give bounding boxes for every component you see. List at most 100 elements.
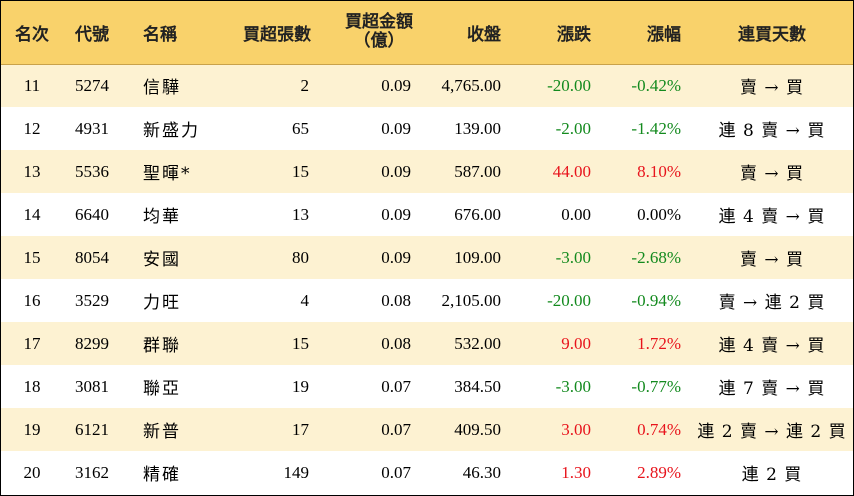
cell-close: 109.00	[454, 247, 501, 267]
cell-close: 4,765.00	[441, 75, 502, 95]
cell-consecutive-days: 連 8 賣 → 買	[718, 121, 826, 141]
cell-consecutive-days: 賣 → 買	[739, 250, 805, 270]
cell-code: 6640	[75, 204, 109, 224]
cell-pct-change: 1.72%	[637, 333, 681, 353]
cell-rank: 20	[23, 462, 41, 482]
cell-close: 2,105.00	[441, 290, 502, 310]
cell-pct-change: -2.68%	[631, 247, 681, 267]
cell-name: 均華	[143, 207, 181, 227]
cell-name: 力旺	[143, 293, 181, 313]
cell-code: 3081	[75, 376, 109, 396]
cell-consecutive-days: 連 2 賣 → 連 2 買	[697, 422, 847, 442]
cell-name: 信驊	[143, 78, 181, 99]
cell-net-buy-amount: 0.08	[381, 333, 411, 353]
table-row: 18 3081 聯亞 19 0.07 384.50 -3.00 -0.77% 連 7 賣 → 買	[1, 365, 853, 408]
cell-code: 4931	[75, 118, 109, 138]
header-rank: 名次	[1, 1, 63, 65]
cell-rank: 17	[23, 333, 41, 353]
cell-pct-change: -1.42%	[631, 118, 681, 138]
table-row: 19 6121 新普 17 0.07 409.50 3.00 0.74% 連 2 賣 → 連 2…	[1, 408, 853, 451]
table-header: 名次 代號 名稱 買超張數 買超金額 （億） 收盤 漲跌 漲幅 連買天數	[1, 1, 853, 65]
cell-pct-change: -0.42%	[631, 75, 681, 95]
cell-net-buy-lots: 2	[300, 75, 310, 95]
cell-rank: 11	[23, 75, 41, 95]
cell-code: 8299	[75, 333, 109, 353]
cell-consecutive-days: 賣 → 買	[739, 164, 805, 184]
cell-close: 384.50	[454, 376, 501, 396]
cell-net-buy-amount: 0.07	[381, 462, 411, 482]
cell-change: 44.00	[552, 161, 591, 181]
cell-rank: 15	[23, 247, 41, 267]
cell-consecutive-days: 賣 → 買	[739, 78, 805, 99]
table-row: 15 8054 安國 80 0.09 109.00 -3.00 -2.68% 賣 → 買	[1, 236, 853, 279]
table-row: 14 6640 均華 13 0.09 676.00 0.00 0.00% 連 4 賣 → 買	[1, 193, 853, 236]
cell-pct-change: 2.89%	[637, 462, 681, 482]
table-row: 12 4931 新盛力 65 0.09 139.00 -2.00 -1.42% 連 8 賣 → …	[1, 107, 853, 150]
cell-pct-change: 0.74%	[637, 419, 681, 439]
cell-name: 精確	[143, 465, 181, 485]
cell-change: 0.00	[561, 204, 591, 224]
cell-net-buy-lots: 13	[292, 204, 309, 224]
header-net-buy-amount-line2: （億）	[353, 31, 405, 52]
cell-change: -3.00	[555, 247, 591, 267]
cell-change: 9.00	[561, 333, 591, 353]
cell-change: -2.00	[555, 118, 591, 138]
cell-code: 8054	[75, 247, 109, 267]
table-row: 20 3162 精確 149 0.07 46.30 1.30 2.89% 連 2 買	[1, 451, 853, 494]
header-net-buy-amount-line1: 買超金額	[345, 12, 413, 33]
header-pct-change: 漲幅	[601, 1, 691, 65]
cell-net-buy-amount: 0.07	[381, 376, 411, 396]
cell-rank: 12	[23, 118, 41, 138]
cell-net-buy-lots: 4	[300, 290, 310, 310]
cell-change: 3.00	[561, 419, 591, 439]
cell-net-buy-amount: 0.09	[381, 247, 411, 267]
cell-pct-change: -0.94%	[631, 290, 681, 310]
header-consecutive-days: 連買天數	[691, 1, 853, 65]
table-row: 11 5274 信驊 2 0.09 4,765.00 -20.00 -0.42% 賣 → 買	[1, 64, 853, 107]
cell-net-buy-amount: 0.09	[381, 204, 411, 224]
cell-net-buy-lots: 149	[283, 462, 310, 482]
cell-net-buy-lots: 65	[292, 118, 309, 138]
cell-code: 5274	[75, 75, 109, 95]
cell-net-buy-amount: 0.09	[381, 75, 411, 95]
cell-net-buy-lots: 80	[292, 247, 309, 267]
cell-pct-change: 8.10%	[637, 161, 681, 181]
cell-rank: 14	[23, 204, 41, 224]
cell-close: 587.00	[454, 161, 501, 181]
header-row: 名次 代號 名稱 買超張數 買超金額 （億） 收盤 漲跌 漲幅 連買天數	[1, 1, 853, 65]
cell-code: 3162	[75, 462, 109, 482]
cell-consecutive-days: 連 4 賣 → 買	[718, 336, 826, 356]
cell-consecutive-days: 連 4 賣 → 買	[718, 207, 826, 227]
cell-name: 安國	[143, 250, 181, 270]
header-close: 收盤	[421, 1, 511, 65]
cell-name: 新盛力	[143, 121, 200, 141]
cell-code: 3529	[75, 290, 109, 310]
cell-net-buy-lots: 17	[292, 419, 309, 439]
cell-close: 46.30	[462, 462, 501, 482]
cell-rank: 16	[23, 290, 41, 310]
cell-pct-change: 0.00%	[637, 204, 681, 224]
header-change: 漲跌	[511, 1, 601, 65]
cell-consecutive-days: 賣 → 連 2 買	[718, 293, 826, 313]
cell-name: 群聯	[143, 336, 181, 356]
table-row: 16 3529 力旺 4 0.08 2,105.00 -20.00 -0.94% 賣 → 連 2…	[1, 279, 853, 322]
cell-net-buy-amount: 0.08	[381, 290, 411, 310]
cell-name: 聯亞	[143, 379, 181, 399]
table-row: 13 5536 聖暉* 15 0.09 587.00 44.00 8.10% 賣 → 買	[1, 150, 853, 193]
cell-rank: 19	[23, 419, 41, 439]
table-row: 17 8299 群聯 15 0.08 532.00 9.00 1.72% 連 4 賣 → 買	[1, 322, 853, 365]
cell-close: 409.50	[454, 419, 501, 439]
table-body: 11 5274 信驊 2 0.09 4,765.00 -20.00 -0.42% 賣 → 買 12…	[1, 64, 853, 494]
cell-rank: 13	[23, 161, 41, 181]
cell-net-buy-lots: 19	[292, 376, 309, 396]
cell-name: 新普	[143, 422, 181, 442]
cell-change: -20.00	[547, 290, 591, 310]
header-code: 代號	[63, 1, 133, 65]
cell-rank: 18	[23, 376, 41, 396]
header-net-buy-lots: 買超張數	[219, 1, 319, 65]
cell-close: 532.00	[454, 333, 501, 353]
cell-net-buy-amount: 0.07	[381, 419, 411, 439]
cell-consecutive-days: 連 2 買	[741, 465, 803, 485]
